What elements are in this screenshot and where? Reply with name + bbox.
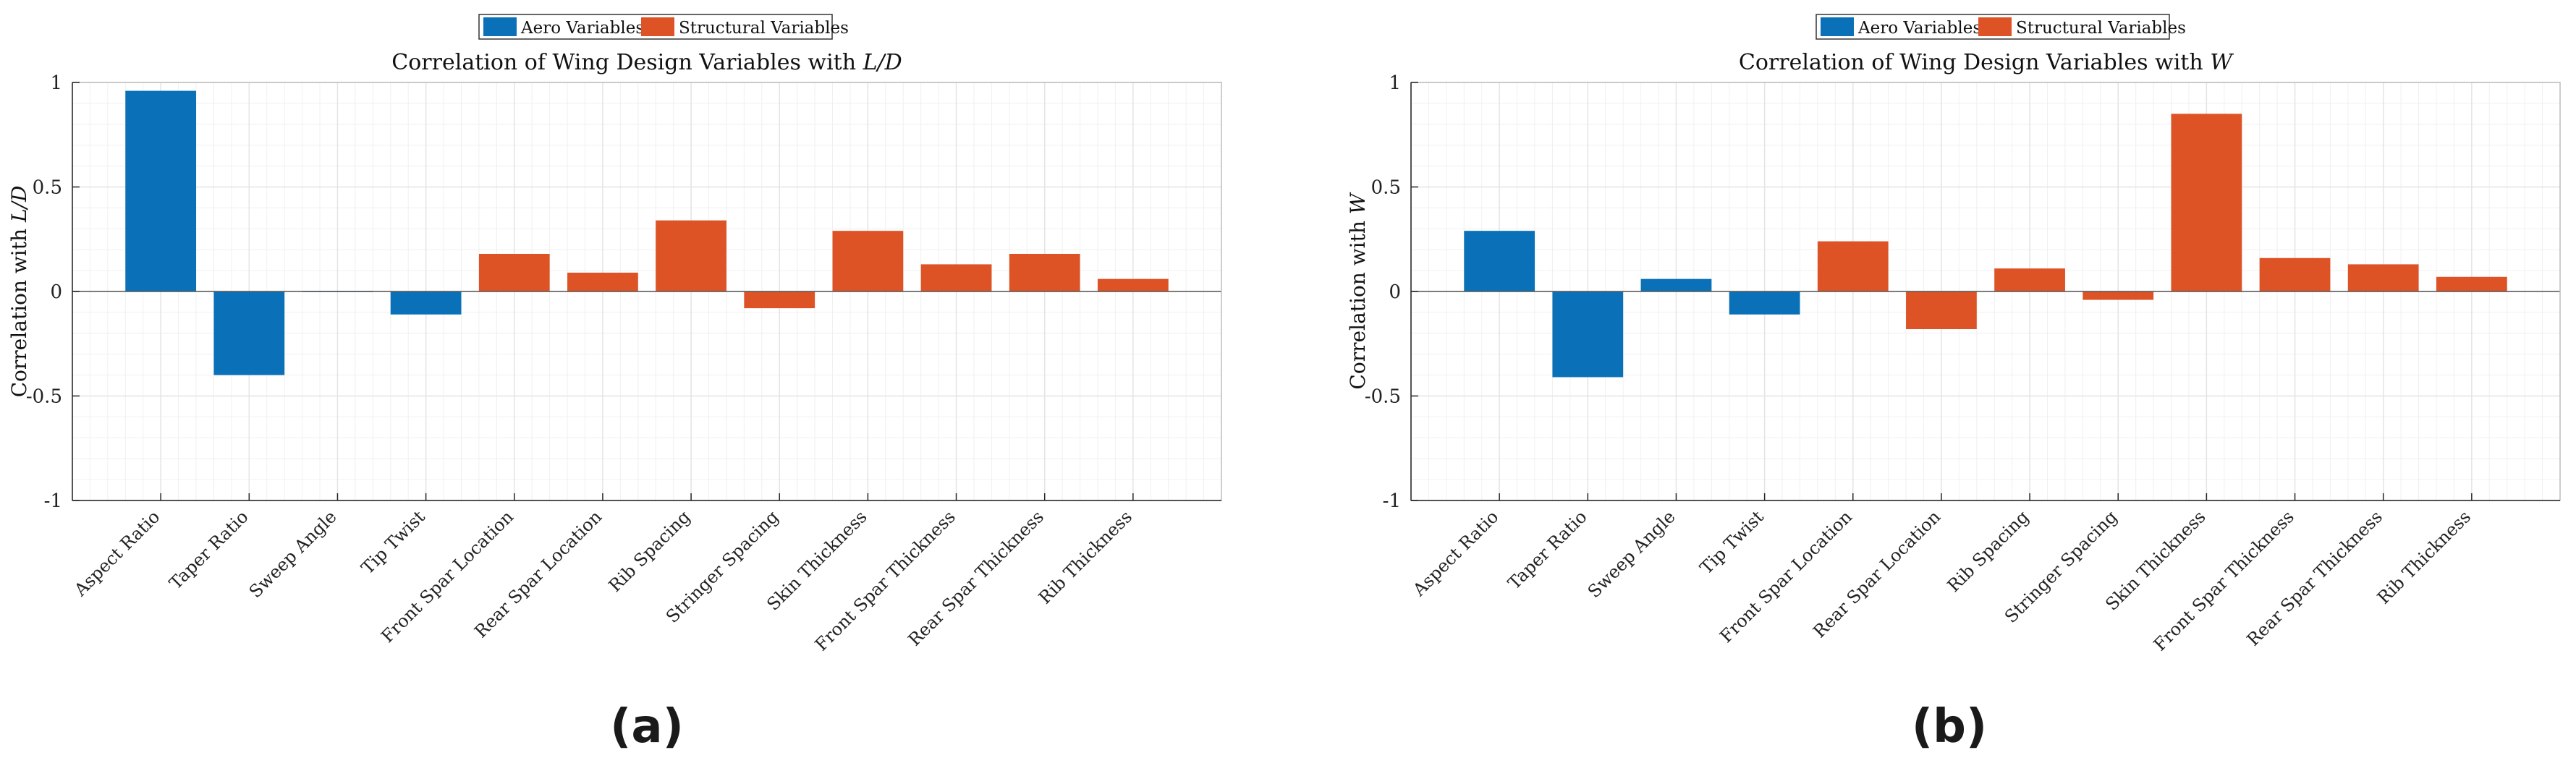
x-tick-label: Aspect Ratio xyxy=(70,506,164,600)
y-tick-label: -0.5 xyxy=(26,386,62,408)
x-tick-label: Rib Thickness xyxy=(2373,506,2475,608)
chart-title-variable: L/D xyxy=(863,50,902,75)
x-tick-label: Rib Thickness xyxy=(1035,506,1136,608)
y-tick-label: 1 xyxy=(1389,72,1401,94)
bar-skin-thickness xyxy=(2171,114,2242,291)
y-axis-label: Correlation with W xyxy=(1346,192,1370,389)
bar-taper-ratio xyxy=(213,291,285,375)
x-tick-label: Sweep Angle xyxy=(245,506,341,602)
bar-front-spar-thickness xyxy=(2259,257,2331,291)
legend-label-structural: Structural Variables xyxy=(2016,19,2186,38)
bar-rear-spar-location xyxy=(567,272,638,291)
legend-swatch-structural xyxy=(641,17,674,36)
bar-aspect-ratio xyxy=(1464,231,1535,291)
legend-label-aero: Aero Variables xyxy=(1857,19,1981,38)
bar-tip-twist xyxy=(390,291,462,315)
caption-b: (b) xyxy=(1911,700,1988,754)
legend-swatch-aero xyxy=(1821,17,1854,36)
chart-title: Correlation of Wing Design Variables wit… xyxy=(391,50,902,75)
y-axis-label-variable: L/D xyxy=(7,186,31,223)
bar-rear-spar-thickness xyxy=(1009,253,1080,291)
bar-front-spar-location xyxy=(1817,241,1889,291)
y-tick-label: 0 xyxy=(1389,281,1401,303)
legend-swatch-aero xyxy=(483,17,517,36)
x-tick-label: Rib Spacing xyxy=(1944,506,2033,596)
chart-title-text: Correlation of Wing Design Variables wit… xyxy=(391,50,863,75)
x-tick-label: Rib Spacing xyxy=(605,506,695,596)
x-tick-label: Taper Ratio xyxy=(165,506,252,593)
bar-tip-twist xyxy=(1729,291,1800,315)
y-tick-label: -1 xyxy=(44,490,62,512)
legend-swatch-structural xyxy=(1978,17,2012,36)
y-tick-label: 1 xyxy=(50,72,62,94)
bar-front-spar-location xyxy=(478,253,550,291)
bar-skin-thickness xyxy=(832,231,904,291)
x-tick-label: Aspect Ratio xyxy=(1409,506,1503,600)
chart-a-svg: -1 -0.5 0 0.5 1 Aspect Ratio Taper RatioSweep … xyxy=(7,14,1222,655)
bar-stringer-spacing xyxy=(744,291,815,309)
x-tick-label: Front Spar Thickness xyxy=(2150,506,2298,655)
y-tick-label: -1 xyxy=(1383,490,1401,512)
y-tick-label: 0 xyxy=(50,281,62,303)
chart-panel-a: -1 -0.5 0 0.5 1 Aspect Ratio Taper Ratio Sweep … xyxy=(7,14,1222,754)
x-tick-label: Sweep Angle xyxy=(1584,506,1679,602)
legend-label-structural: Structural Variables xyxy=(679,19,849,38)
bar-rib-spacing xyxy=(1994,268,2065,291)
caption-a: (a) xyxy=(610,700,684,754)
bar-rib-spacing xyxy=(656,220,726,291)
chart-panel-b: -1 -0.5 0 0.5 1 Aspect Ratio Taper Ratio Sweep … xyxy=(1288,0,2576,784)
x-tick-label: Tip Twist xyxy=(1696,506,1768,578)
y-tick-label: 0.5 xyxy=(33,177,62,199)
bar-rib-thickness xyxy=(2436,276,2507,291)
chart-title-text: Correlation of Wing Design Variables wit… xyxy=(1739,50,2210,75)
y-axis-label: Correlation with L/D xyxy=(7,186,31,398)
legend-label-aero: Aero Variables xyxy=(520,19,644,38)
x-tick-label: Taper Ratio xyxy=(1504,506,1590,593)
bar-front-spar-thickness xyxy=(920,264,992,291)
bar-rear-spar-thickness xyxy=(2347,264,2419,291)
y-tick-label: 0.5 xyxy=(1371,177,1401,199)
y-axis-label-variable: W xyxy=(1346,192,1370,214)
y-tick-label: -0.5 xyxy=(1365,386,1401,408)
x-tick-label: Tip Twist xyxy=(357,506,429,578)
chart-title: Correlation of Wing Design Variables wit… xyxy=(1739,50,2234,75)
y-axis-label-text: Correlation with xyxy=(1346,214,1370,389)
x-tick-label: Front Spar Thickness xyxy=(811,506,959,655)
bar-aspect-ratio xyxy=(125,90,197,291)
bar-sweep-angle xyxy=(1640,278,1712,291)
bar-taper-ratio xyxy=(1552,291,1624,378)
y-axis-label-text: Correlation with xyxy=(7,222,31,397)
bar-stringer-spacing xyxy=(2083,291,2154,300)
bar-rib-thickness xyxy=(1097,278,1169,291)
bar-rear-spar-location xyxy=(1906,291,1977,330)
chart-title-variable: W xyxy=(2210,50,2234,75)
chart-b-svg: -1 -0.5 0 0.5 1 Aspect Ratio Taper RatioSweep … xyxy=(1346,14,2561,655)
